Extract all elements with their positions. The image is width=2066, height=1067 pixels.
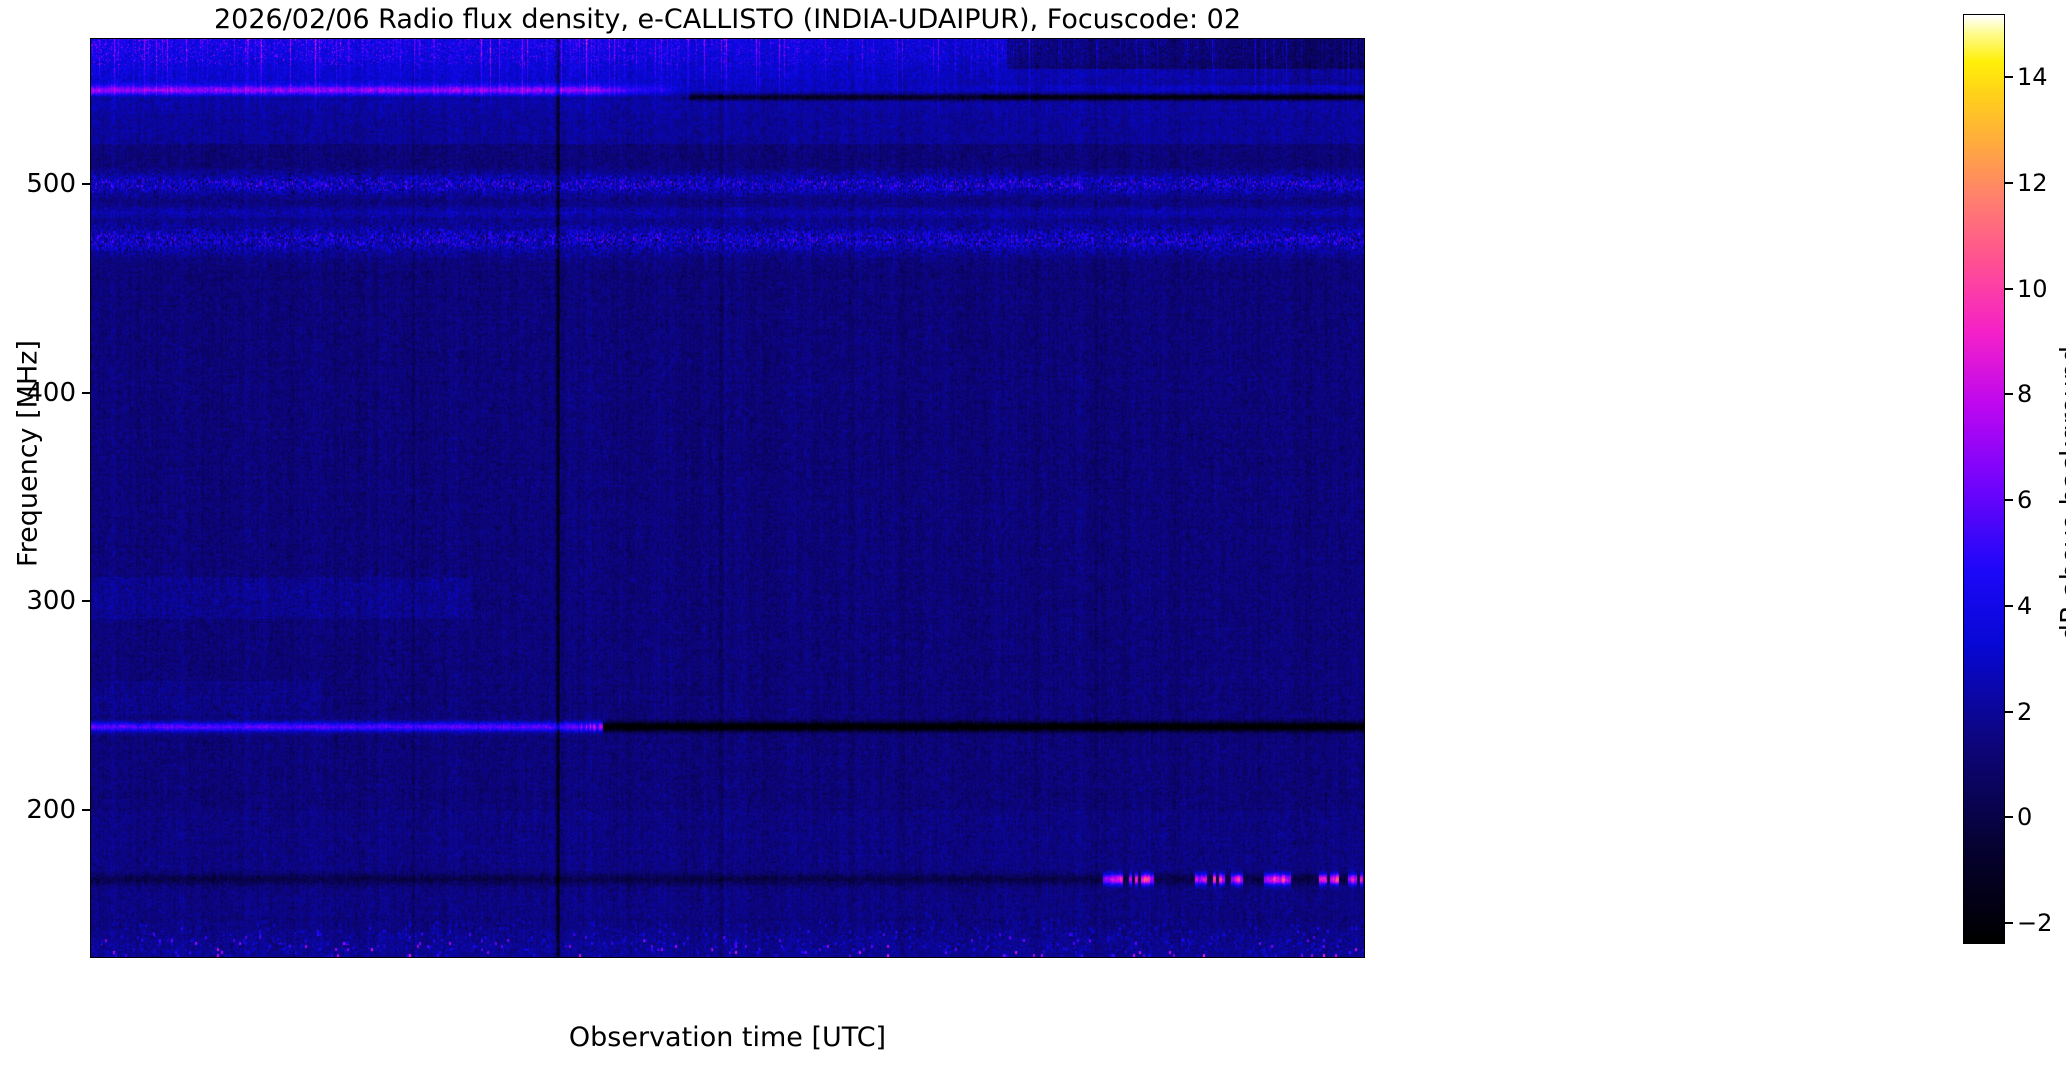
y-tick-label: 300 <box>26 586 76 617</box>
colorbar-tick-mark <box>2005 287 2013 290</box>
y-tick-mark <box>82 183 90 186</box>
colorbar-tick-mark <box>2005 76 2013 79</box>
colorbar-tick-label: 14 <box>2017 63 2048 92</box>
colorbar-tick-mark <box>2005 710 2013 713</box>
y-tick-label: 200 <box>26 794 76 825</box>
y-tick-mark <box>82 808 90 811</box>
colorbar-label: dB above background <box>2055 345 2066 642</box>
colorbar-tick-label: 6 <box>2017 486 2033 515</box>
y-tick-mark <box>82 391 90 394</box>
x-axis: 11:4511:4611:4711:4811:4911:5011:5111:52… <box>90 958 1365 1028</box>
spectrogram-image[interactable] <box>91 39 1364 957</box>
colorbar-tick-label: −2 <box>2017 908 2053 937</box>
y-tick-mark <box>82 600 90 603</box>
colorbar-tick-label: 8 <box>2017 380 2033 409</box>
colorbar-tick-mark <box>2005 182 2013 185</box>
colorbar[interactable] <box>1963 14 2005 944</box>
y-tick-label: 400 <box>26 377 76 408</box>
colorbar-tick-mark <box>2005 393 2013 396</box>
colorbar-tick-mark <box>2005 499 2013 502</box>
colorbar-ticks: −2 0 2 4 6 8 10 12 14 <box>2005 14 2065 944</box>
colorbar-tick-label: 4 <box>2017 591 2033 620</box>
colorbar-tick-label: 2 <box>2017 697 2033 726</box>
colorbar-tick-mark <box>2005 816 2013 819</box>
colorbar-gradient <box>1964 15 2004 943</box>
y-axis: Frequency [MHz] 200 300 400 500 <box>0 38 90 958</box>
colorbar-tick-label: 12 <box>2017 169 2048 198</box>
y-tick-label: 500 <box>26 169 76 200</box>
y-axis-label: Frequency [MHz] <box>12 340 44 567</box>
spectrogram-plot[interactable] <box>90 38 1365 958</box>
colorbar-tick-mark <box>2005 604 2013 607</box>
x-axis-label: Observation time [UTC] <box>568 1022 887 1053</box>
colorbar-tick-label: 10 <box>2017 274 2048 303</box>
colorbar-tick-mark <box>2005 921 2013 924</box>
colorbar-tick-label: 0 <box>2017 803 2033 832</box>
page-title: 2026/02/06 Radio flux density, e-CALLIST… <box>213 3 1242 35</box>
